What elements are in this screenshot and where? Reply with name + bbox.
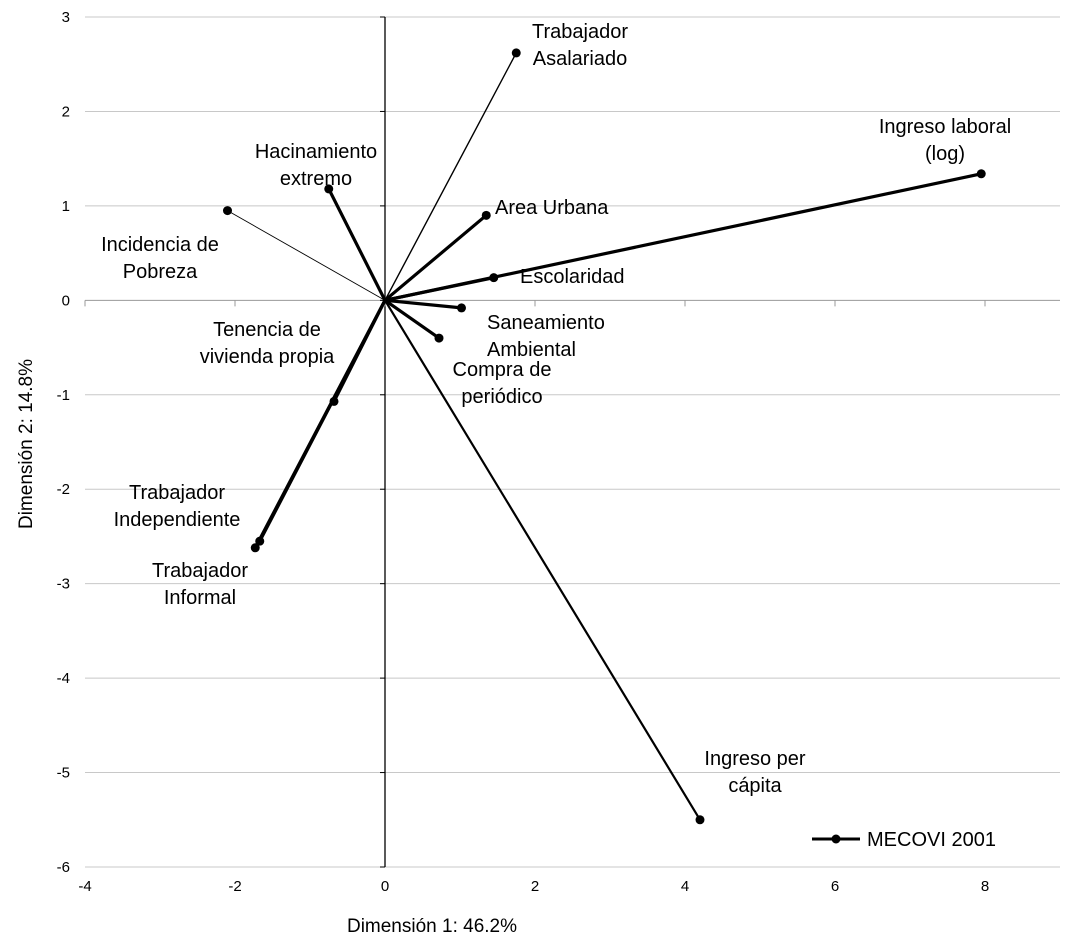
vector-label: periódico: [461, 386, 542, 408]
legend-label: MECOVI 2001: [867, 829, 996, 851]
vector-label: Trabajador: [152, 560, 248, 582]
vector-line: [383, 298, 464, 310]
gridlines: [85, 16, 1060, 868]
x-tick-label: -4: [78, 878, 91, 895]
vector-label: Escolaridad: [520, 266, 625, 288]
vector-label: Tenencia de: [213, 319, 321, 341]
vector-label: Informal: [164, 587, 236, 609]
vectors: [223, 48, 986, 825]
vector-line: [383, 299, 702, 821]
x-tick-label: 0: [381, 878, 389, 895]
vector-point: [250, 543, 260, 553]
vector-label: Trabajador: [532, 21, 628, 43]
x-tick-label: 8: [981, 878, 989, 895]
axes: [84, 16, 1060, 868]
vector-label: Saneamiento: [487, 312, 605, 334]
y-axis-label: Dimensión 2: 14.8%: [16, 359, 37, 529]
legend: MECOVI 2001: [812, 829, 996, 851]
y-tick-label: -6: [57, 859, 70, 876]
vector-label: Compra de: [453, 359, 552, 381]
vector-label: Ingreso per: [704, 748, 806, 770]
vector-labels: Trabajador Asalariado Ingreso laboral (log)…: [101, 21, 1011, 797]
tick-labels: -6 -5 -4 -3 -2 -1 0 1 2 3 -4 -2 0 2 4 6 8: [57, 9, 990, 895]
vector-label: Incidencia de: [101, 234, 219, 256]
x-tick-label: 6: [831, 878, 839, 895]
vector-label: extremo: [280, 168, 352, 190]
vector-label: Asalariado: [533, 48, 628, 70]
y-tick-label: 2: [62, 103, 70, 120]
y-tick-label: -3: [57, 576, 70, 593]
vector-label: (log): [925, 143, 965, 165]
vector-label: vivienda propia: [200, 346, 335, 368]
vector-point: [695, 815, 705, 825]
vector-label: Ingreso laboral: [879, 116, 1011, 138]
vector-line: [383, 276, 496, 302]
vector-point: [481, 210, 491, 220]
vector-line: [383, 213, 488, 302]
vector-point: [324, 184, 334, 194]
legend-marker: [831, 834, 841, 844]
y-tick-label: 0: [62, 292, 70, 309]
vector-point: [434, 333, 444, 343]
x-tick-label: 4: [681, 878, 689, 895]
vector-label: Ambiental: [487, 339, 576, 361]
vector-line: [384, 52, 517, 302]
vector-point: [511, 48, 521, 58]
y-tick-label: 3: [62, 9, 70, 26]
vector-label: Independiente: [114, 509, 241, 531]
vector-label: Area Urbana: [495, 197, 609, 219]
vector-label: Pobreza: [123, 261, 198, 283]
vector-point: [976, 169, 986, 179]
y-tick-label: -1: [57, 387, 70, 404]
vector-label: Trabajador: [129, 482, 225, 504]
vector-line: [327, 187, 387, 302]
vector-point: [457, 303, 466, 313]
vector-line: [227, 210, 386, 301]
x-tick-label: 2: [531, 878, 539, 895]
vector-line: [383, 298, 441, 340]
y-tick-label: 1: [62, 198, 70, 215]
vector-label: Hacinamiento: [255, 141, 377, 163]
vector-point: [223, 206, 232, 216]
vector-label: cápita: [728, 775, 782, 797]
x-tick-label: -2: [228, 878, 241, 895]
vector-line: [253, 298, 387, 550]
y-tick-label: -2: [57, 481, 70, 498]
x-axis-label: Dimensión 1: 46.2%: [347, 916, 517, 937]
vector-point: [489, 273, 499, 283]
y-tick-label: -5: [57, 765, 70, 782]
y-tick-label: -4: [57, 670, 70, 687]
